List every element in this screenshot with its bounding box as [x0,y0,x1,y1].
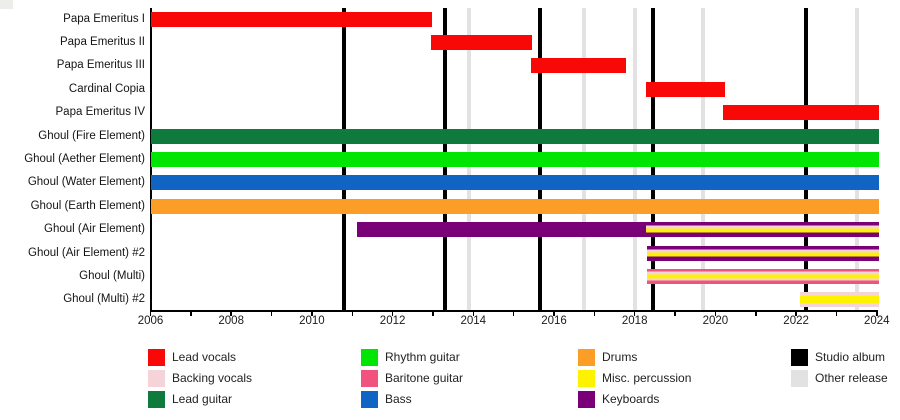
row-label-ghoul-aether-element: Ghoul (Aether Element) [24,153,145,165]
x-axis-tick-2021 [755,311,757,316]
x-axis-tick-2016 [553,311,555,316]
x-axis-label-2024: 2024 [864,315,890,327]
clipped-corner-fragment [0,0,13,9]
x-axis-tick-2012 [391,311,394,316]
timeline-bar-papa-emeritus-iii-lead-vocals [530,58,626,74]
row-label-ghoul-water-element: Ghoul (Water Element) [27,176,145,189]
legend-swatch-backing-vocals [148,370,165,387]
row-label-ghoul-air-element-2: Ghoul (Air Element) #2 [28,246,145,259]
legend-label-keyboards: Keyboards [602,392,660,406]
legend-swatch-baritone-guitar [361,370,378,387]
x-axis-tick-2014 [472,311,475,316]
legend-swatch-rhythm-guitar [361,349,378,366]
legend-swatch-drums [578,349,595,366]
legend-swatch-misc-percussion [578,370,595,387]
timeline-bar-papa-emeritus-i-lead-vocals [150,11,433,27]
x-axis-tick-2013 [432,311,434,316]
timeline-bar-ghoul-air-element-multi-role [645,222,879,238]
x-axis-tick-2020 [714,311,717,316]
x-axis-label-2014: 2014 [460,315,487,327]
x-axis-tick-2008 [230,311,232,316]
row-label-papa-emeritus-ii: Papa Emeritus II [59,36,145,48]
row-label-ghoul-multi-2: Ghoul (Multi) #2 [63,293,145,306]
x-axis-tick-2009 [270,311,273,316]
row-label-ghoul-earth-element: Ghoul (Earth Element) [30,199,145,212]
row-label-papa-emeritus-iv: Papa Emeritus IV [55,106,145,119]
x-axis-label-2016: 2016 [541,315,567,327]
row-label-papa-emeritus-iii: Papa Emeritus III [56,59,145,72]
x-axis-tick-2022 [795,311,797,316]
x-axis-label-2008: 2008 [218,315,244,327]
row-label-papa-emeritus-i: Papa Emeritus I [63,12,145,25]
legend-label-drums: Drums [602,350,638,364]
timeline-bar-ghoul-earth-element-drums [150,198,879,214]
timeline-bar-cardinal-copia-lead-vocals [645,81,726,97]
legend-swatch-keyboards [578,391,595,408]
x-axis-line [149,310,878,312]
legend-swatch-bass [361,391,378,408]
row-label-cardinal-copia: Cardinal Copia [68,82,145,95]
x-axis-label-2010: 2010 [299,315,325,327]
legend-label-bass: Bass [385,392,412,406]
x-axis-tick-2023 [835,311,838,316]
legend-label-studio-album: Studio album [815,350,886,364]
legend-label-misc-percussion: Misc. percussion [602,371,692,385]
x-axis-tick-2007 [190,311,192,316]
legend-label-lead-vocals: Lead vocals [172,350,237,364]
x-axis-label-2012: 2012 [379,315,406,327]
x-axis-label-2006: 2006 [137,315,164,327]
timeline-bar-papa-emeritus-ii-lead-vocals [430,35,532,50]
x-axis-tick-2018 [633,311,636,316]
legend-swatch-other-release [791,370,808,387]
timeline-bar-ghoul-water-element-bass [150,175,879,191]
legend-label-baritone-guitar: Baritone guitar [385,371,464,385]
timeline-bar-ghoul-air-element-2-multi-role [646,245,879,261]
row-label-ghoul-air-element: Ghoul (Air Element) [44,223,145,236]
legend-label-other-release: Other release [815,371,888,385]
legend-swatch-studio-album [791,349,808,366]
x-axis-tick-2017 [593,311,596,316]
legend-label-backing-vocals: Backing vocals [172,371,253,385]
timeline-bar-ghoul-aether-element-rhythm-guitar [150,152,879,167]
timeline-bar-ghoul-fire-element-lead-guitar [150,128,879,144]
x-axis-tick-2010 [311,311,313,316]
x-axis-tick-2006 [149,311,152,316]
x-axis-tick-2024 [876,311,878,316]
x-axis-tick-2019 [674,311,676,316]
legend-label-lead-guitar: Lead guitar [172,392,233,406]
timeline-bar-papa-emeritus-iv-lead-vocals [723,105,879,121]
timeline-bar-ghoul-multi-multi-role [646,269,879,284]
x-axis-label-2018: 2018 [621,315,648,327]
legend-swatch-lead-guitar [148,391,165,408]
x-axis-label-2020: 2020 [702,315,729,327]
row-label-ghoul-multi: Ghoul (Multi) [79,270,145,282]
legend-label-rhythm-guitar: Rhythm guitar [385,350,460,364]
timeline-bar-ghoul-air-element-keyboards [357,222,646,238]
x-axis-label-2022: 2022 [783,315,809,327]
x-axis-tick-2015 [512,311,515,316]
legend-swatch-lead-vocals [148,349,165,366]
x-axis-tick-2011 [351,311,353,316]
timeline-bar-ghoul-multi-2-multi-role [800,292,879,308]
row-label-ghoul-fire-element: Ghoul (Fire Element) [38,129,145,142]
